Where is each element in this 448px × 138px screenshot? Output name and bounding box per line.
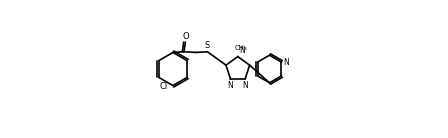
Text: S: S xyxy=(205,41,210,50)
Text: CH₃: CH₃ xyxy=(235,45,248,51)
Text: N: N xyxy=(239,46,245,55)
Text: O: O xyxy=(183,32,190,41)
Text: N: N xyxy=(242,81,248,90)
Text: N: N xyxy=(283,58,289,67)
Text: Cl: Cl xyxy=(160,82,168,91)
Text: N: N xyxy=(228,81,233,90)
